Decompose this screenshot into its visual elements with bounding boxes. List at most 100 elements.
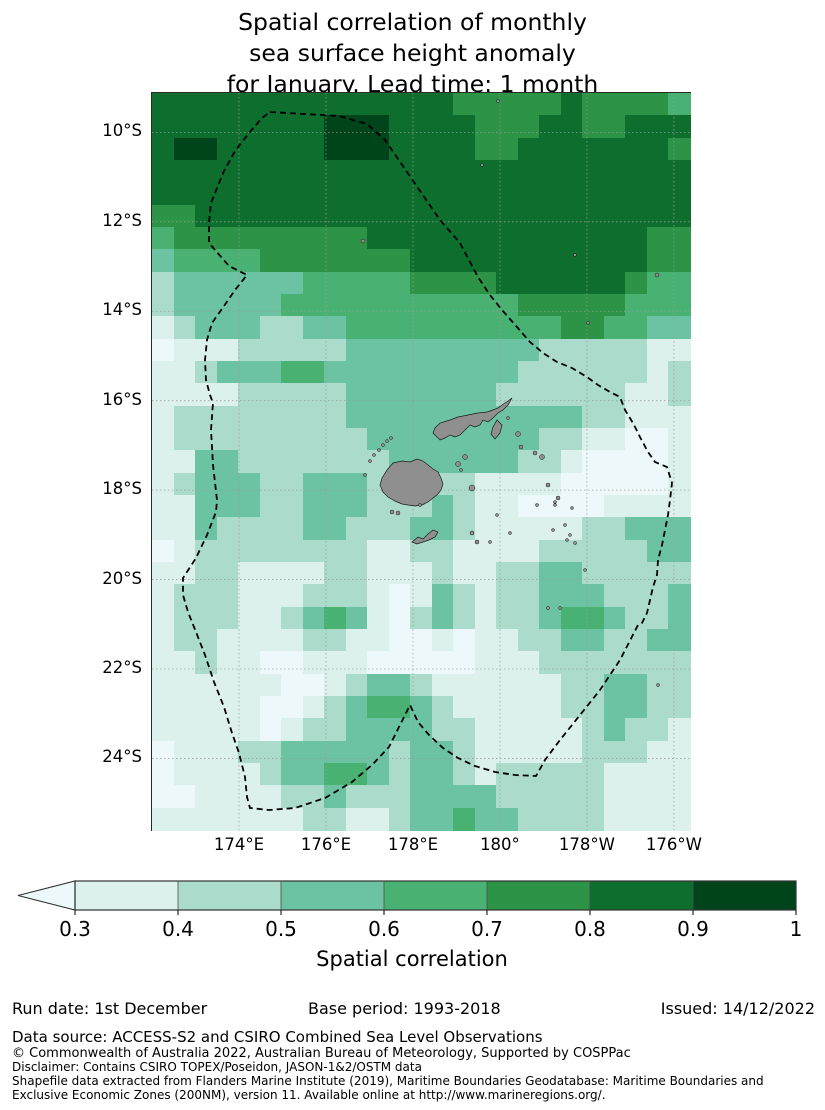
grid-cell (367, 160, 390, 183)
grid-cell (668, 606, 691, 630)
grid-cell (281, 651, 304, 675)
grid-cell (496, 271, 519, 295)
grid-cell (646, 137, 670, 161)
islet (360, 238, 366, 244)
grid-cell (496, 495, 519, 518)
grid-cell (173, 405, 196, 429)
grid-cell (431, 517, 454, 541)
grid-cell (410, 361, 433, 384)
grid-cell (152, 629, 175, 652)
islet (368, 459, 372, 463)
grid-cell (603, 584, 627, 608)
grid-cell (195, 584, 218, 608)
grid-cell (345, 316, 368, 340)
grid-cell (431, 584, 454, 608)
grid-cell (453, 606, 476, 630)
grid-cell (216, 785, 239, 809)
grid-cell (517, 606, 540, 630)
grid-cell (517, 361, 540, 384)
grid-cell (195, 629, 218, 652)
islet (381, 443, 385, 447)
grid-cell (302, 316, 325, 340)
colorbar-segment (281, 881, 384, 910)
grid-cell (474, 651, 497, 675)
grid-cell (367, 93, 390, 116)
grid-cell (453, 651, 476, 675)
grid-cell (152, 495, 175, 518)
grid-cell (646, 495, 670, 518)
grid-cell (302, 785, 325, 809)
colorbar-tick-label: 0.4 (162, 917, 194, 941)
grid-cell (539, 696, 562, 719)
colorbar-segment (487, 881, 590, 910)
grid-cell (302, 740, 325, 764)
islet (563, 523, 567, 527)
grid-cell (259, 316, 282, 340)
grid-cell (238, 338, 261, 362)
grid-cell (668, 673, 691, 697)
grid-cell (453, 763, 476, 786)
grid-cell (539, 182, 562, 206)
grid-cell (281, 338, 304, 362)
grid-cell (152, 740, 175, 764)
grid-cell (474, 495, 497, 518)
grid-cell (560, 338, 583, 362)
grid-cell (560, 182, 583, 206)
grid-cell (324, 160, 347, 183)
grid-cell (625, 740, 648, 764)
grid-cell (539, 651, 562, 675)
grid-cell (646, 539, 670, 563)
grid-cell (152, 651, 175, 675)
grid-cell (324, 227, 347, 250)
disclaimer-text: Disclaimer: Contains CSIRO TOPEX/Poseido… (12, 1060, 422, 1074)
grid-cell (560, 539, 583, 563)
grid-cell (496, 93, 519, 116)
grid-cell (474, 539, 497, 563)
grid-cell (388, 629, 411, 652)
grid-cell (603, 160, 627, 183)
colorbar-segment (590, 881, 693, 910)
grid-cell (173, 651, 196, 675)
grid-cell (345, 629, 368, 652)
grid-cell (410, 785, 433, 809)
grid-cell (582, 606, 605, 630)
grid-cell (216, 450, 239, 474)
grid-cell (668, 137, 691, 161)
grid-cell (517, 785, 540, 809)
grid-cell (474, 673, 497, 697)
grid-cell (668, 495, 691, 518)
grid-cell (324, 137, 347, 161)
grid-cell (324, 338, 347, 362)
grid-cell (625, 696, 648, 719)
grid-cell (560, 696, 583, 719)
grid-cell (582, 93, 605, 116)
colorbar-title: Spatial correlation (316, 947, 508, 971)
grid-cell (539, 807, 562, 831)
grid-cell (367, 696, 390, 719)
grid-cell (345, 517, 368, 541)
grid-cell (259, 629, 282, 652)
grid-cell (431, 718, 454, 742)
grid-cell (238, 294, 261, 317)
grid-cell (410, 562, 433, 585)
grid-cell (195, 807, 218, 831)
grid-cell (259, 673, 282, 697)
islet (372, 453, 376, 457)
grid-cell (560, 227, 583, 250)
islet (532, 450, 538, 456)
grid-cell (195, 227, 218, 250)
grid-cell (603, 271, 627, 295)
grid-cell (431, 137, 454, 161)
grid-cell (560, 137, 583, 161)
grid-cell (195, 651, 218, 675)
grid-cell (281, 316, 304, 340)
grid-cell (302, 249, 325, 273)
grid-cell (324, 718, 347, 742)
grid-cell (216, 517, 239, 541)
grid-cell (216, 673, 239, 697)
grid-cell (367, 584, 390, 608)
colorbar-outline (74, 880, 797, 911)
grid-cell (560, 673, 583, 697)
islet (496, 99, 500, 103)
grid-cell (582, 249, 605, 273)
